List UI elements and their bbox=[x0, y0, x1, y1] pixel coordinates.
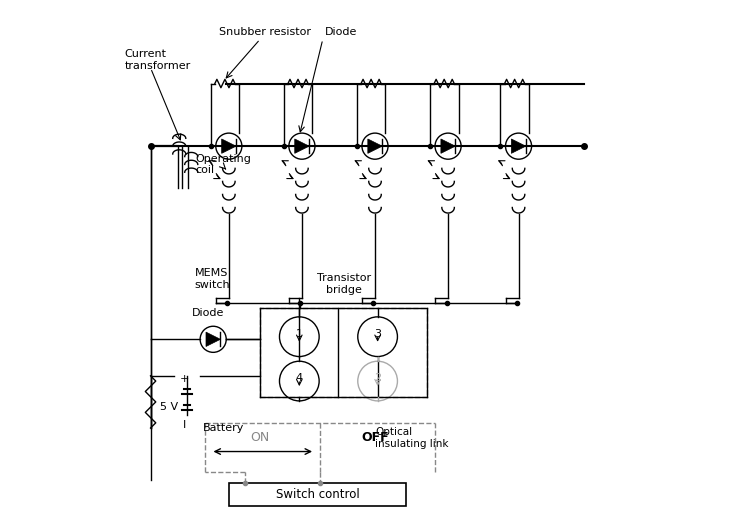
Polygon shape bbox=[222, 139, 236, 153]
Polygon shape bbox=[295, 139, 309, 153]
Text: 4: 4 bbox=[296, 373, 303, 383]
FancyBboxPatch shape bbox=[229, 483, 406, 506]
Text: 1: 1 bbox=[296, 329, 303, 339]
Text: Transistor
bridge: Transistor bridge bbox=[316, 274, 370, 295]
Text: ON: ON bbox=[251, 431, 270, 444]
Polygon shape bbox=[206, 332, 220, 347]
Text: I: I bbox=[183, 420, 186, 430]
Text: +: + bbox=[180, 374, 189, 384]
Text: Optical
insulating link: Optical insulating link bbox=[375, 428, 448, 449]
Text: Battery: Battery bbox=[202, 423, 244, 433]
Text: Switch control: Switch control bbox=[276, 488, 359, 501]
Text: OFF: OFF bbox=[362, 431, 388, 444]
Polygon shape bbox=[368, 139, 382, 153]
Polygon shape bbox=[512, 139, 526, 153]
Text: MEMS
switch: MEMS switch bbox=[195, 268, 230, 290]
Polygon shape bbox=[441, 139, 455, 153]
Text: 3: 3 bbox=[374, 329, 381, 339]
Text: Current
transformer: Current transformer bbox=[124, 49, 190, 71]
Text: 2: 2 bbox=[374, 373, 381, 383]
Text: Snubber resistor: Snubber resistor bbox=[220, 27, 311, 37]
Text: Diode: Diode bbox=[325, 27, 357, 37]
Text: Operating
coil: Operating coil bbox=[195, 153, 250, 175]
Text: Diode: Diode bbox=[192, 309, 224, 318]
Text: 5 V: 5 V bbox=[160, 402, 178, 412]
